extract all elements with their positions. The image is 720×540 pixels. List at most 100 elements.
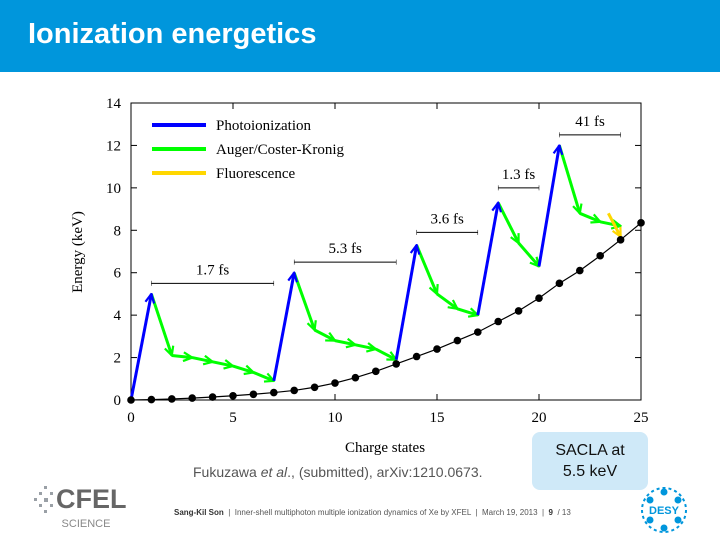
legend-label: Auger/Coster-Kronig (216, 142, 345, 158)
y-tick-label: 4 (114, 308, 122, 324)
charge-state-point (576, 266, 584, 275)
charge-state-point (168, 395, 176, 403)
time-span-label: 5.3 fs (329, 241, 362, 257)
charge-state-point (494, 317, 503, 326)
charge-state-point (290, 386, 299, 395)
fluorescence-paths (607, 212, 622, 236)
auger-arrow (599, 222, 620, 226)
charge-state-point (249, 390, 258, 399)
auger-path (496, 202, 539, 267)
auger-arrow (579, 211, 600, 221)
x-tick-label: 25 (634, 410, 649, 426)
charge-state-point (188, 394, 196, 402)
footer-date: March 19, 2013 (481, 508, 538, 517)
x-tick-label: 0 (127, 410, 135, 426)
fluorescence-arrow (607, 212, 622, 236)
time-annotations: 1.7 fs 5.3 fs 3.6 fs 1.3 fs 41 fs (151, 114, 621, 286)
charge-state-point (392, 360, 401, 368)
auger-arrow (191, 358, 212, 362)
charge-state-point (453, 336, 462, 345)
time-span-label: 1.7 fs (196, 262, 229, 278)
sacla-callout: SACLA at 5.5 keV (532, 432, 648, 490)
auger-path (292, 272, 396, 362)
x-axis-label: Charge states (345, 440, 425, 456)
ionization-curve-line (130, 222, 642, 401)
charge-state-point (474, 328, 482, 336)
callout-line-2: 5.5 keV (562, 463, 618, 480)
footer: Sang-Kil Son | Inner-shell multiphoton m… (174, 508, 571, 517)
charge-state-point (331, 379, 339, 387)
plot-border (130, 102, 642, 401)
ionization-curve (130, 222, 642, 401)
time-span-label: 1.3 fs (502, 167, 535, 183)
charge-state-points (127, 219, 645, 404)
plot-frame (130, 102, 642, 401)
auger-arrow (557, 144, 579, 213)
charge-state-point (616, 236, 625, 244)
citation-authors: Fukuzawa (193, 464, 261, 480)
photoionization-arrow (476, 203, 498, 316)
auger-arrow (334, 341, 355, 345)
charge-state-point (270, 388, 278, 397)
auger-arrow (212, 362, 233, 366)
photoionization-arrow (537, 145, 559, 267)
y-tick-label: 10 (106, 181, 121, 197)
time-span-label: 3.6 fs (431, 211, 464, 227)
auger-arrow (355, 345, 375, 349)
charge-state-point (372, 367, 380, 376)
charge-state-point (433, 345, 441, 353)
charge-state-point (147, 395, 156, 404)
citation-etal: et al (260, 464, 288, 480)
y-tick-label: 0 (114, 393, 122, 409)
auger-arrow (436, 292, 457, 309)
photoionization-arrow (272, 273, 294, 382)
callout-line-1: SACLA at (555, 442, 625, 459)
charge-state-point (208, 393, 217, 401)
auger-arrow (171, 355, 192, 357)
charge-state-point (412, 352, 421, 361)
charge-state-point (310, 383, 319, 392)
auger-arrow (149, 293, 171, 356)
footer-talk: Inner-shell multiphoton multiple ionizat… (234, 508, 472, 517)
citation: Fukuzawa et al., (submitted), arXiv:1210… (193, 464, 483, 480)
charge-state-point (127, 396, 135, 404)
footer-total: / 13 (557, 508, 571, 517)
x-tick-label: 20 (532, 410, 547, 426)
auger-arrow (292, 272, 314, 330)
photoionization-arrow (129, 294, 151, 401)
auger-arrow (232, 364, 253, 372)
auger-arrow (313, 328, 335, 342)
footer-author: Sang-Kil Son (174, 508, 224, 517)
charge-state-point (535, 294, 543, 302)
footer-page: 9 (548, 508, 553, 517)
title-bar: Ionization energetics (0, 0, 720, 72)
time-span-label: 41 fs (575, 114, 605, 130)
cfel-logo-text: CFEL (56, 484, 127, 514)
auger-arrow (517, 242, 539, 266)
auger-arrow (496, 202, 520, 243)
y-tick-label: 14 (106, 96, 122, 112)
desy-logo-text: DESY (649, 505, 680, 517)
citation-ref: ., (submitted), arXiv:1210.0673. (287, 464, 483, 480)
charge-state-point (514, 307, 523, 315)
y-axis-label: Energy (keV) (70, 211, 86, 293)
y-tick-label: 2 (114, 351, 122, 367)
auger-arrow (252, 371, 273, 380)
axis-ticks: 0 5 10 15 20 25 0 2 4 6 8 10 12 14 (106, 96, 649, 426)
x-tick-label: 5 (229, 410, 237, 426)
photoionization-paths (129, 145, 559, 401)
charge-state-point (637, 219, 645, 227)
auger-arrow (456, 307, 477, 315)
photoionization-arrow (394, 245, 416, 360)
y-tick-label: 8 (114, 223, 122, 239)
x-tick-label: 10 (328, 410, 343, 426)
auger-path (415, 244, 478, 315)
auger-arrow (415, 244, 437, 294)
auger-arrow (375, 347, 396, 362)
legend-label: Fluorescence (216, 166, 295, 182)
y-tick-label: 6 (114, 266, 122, 282)
auger-path (557, 144, 620, 226)
y-tick-label: 12 (106, 138, 121, 154)
legend: Photoionization Auger/Coster-Kronig Fluore… (152, 118, 345, 182)
auger-path (149, 293, 273, 381)
